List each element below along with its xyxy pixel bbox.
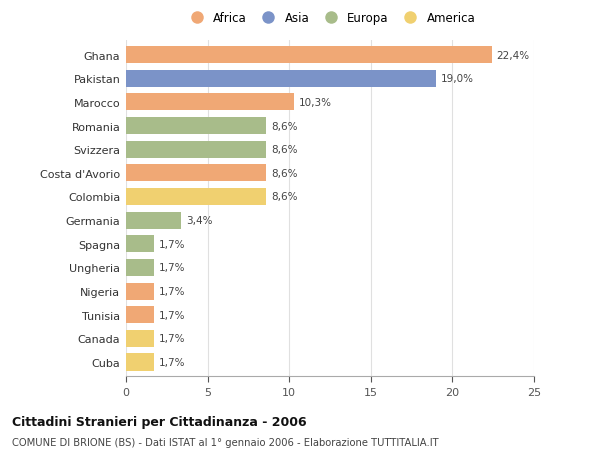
Bar [126, 71, 436, 88]
Bar [126, 94, 294, 111]
Text: 1,7%: 1,7% [158, 286, 185, 297]
Bar [126, 141, 266, 158]
Bar [126, 165, 266, 182]
Bar [126, 307, 154, 324]
Text: 8,6%: 8,6% [271, 121, 298, 131]
Text: 10,3%: 10,3% [299, 98, 332, 108]
Bar [126, 118, 266, 135]
Text: 1,7%: 1,7% [158, 357, 185, 367]
Text: 3,4%: 3,4% [187, 216, 213, 226]
Text: 1,7%: 1,7% [158, 263, 185, 273]
Text: 1,7%: 1,7% [158, 239, 185, 249]
Text: 8,6%: 8,6% [271, 192, 298, 202]
Text: 1,7%: 1,7% [158, 334, 185, 344]
Legend: Africa, Asia, Europa, America: Africa, Asia, Europa, America [181, 9, 479, 29]
Bar [126, 330, 154, 347]
Bar [126, 189, 266, 206]
Text: COMUNE DI BRIONE (BS) - Dati ISTAT al 1° gennaio 2006 - Elaborazione TUTTITALIA.: COMUNE DI BRIONE (BS) - Dati ISTAT al 1°… [12, 437, 439, 447]
Bar [126, 283, 154, 300]
Bar [126, 259, 154, 276]
Bar [126, 236, 154, 253]
Text: 8,6%: 8,6% [271, 168, 298, 179]
Text: 22,4%: 22,4% [496, 50, 530, 61]
Text: 8,6%: 8,6% [271, 145, 298, 155]
Text: 19,0%: 19,0% [441, 74, 474, 84]
Bar [126, 47, 491, 64]
Text: Cittadini Stranieri per Cittadinanza - 2006: Cittadini Stranieri per Cittadinanza - 2… [12, 415, 307, 428]
Bar [126, 354, 154, 371]
Bar [126, 212, 181, 229]
Text: 1,7%: 1,7% [158, 310, 185, 320]
